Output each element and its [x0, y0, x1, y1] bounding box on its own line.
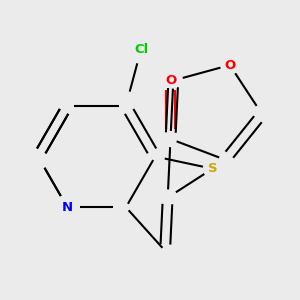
- Text: N: N: [62, 201, 73, 214]
- Text: O: O: [165, 74, 176, 87]
- Text: Cl: Cl: [134, 43, 148, 56]
- Text: S: S: [208, 162, 218, 175]
- Text: O: O: [224, 58, 236, 72]
